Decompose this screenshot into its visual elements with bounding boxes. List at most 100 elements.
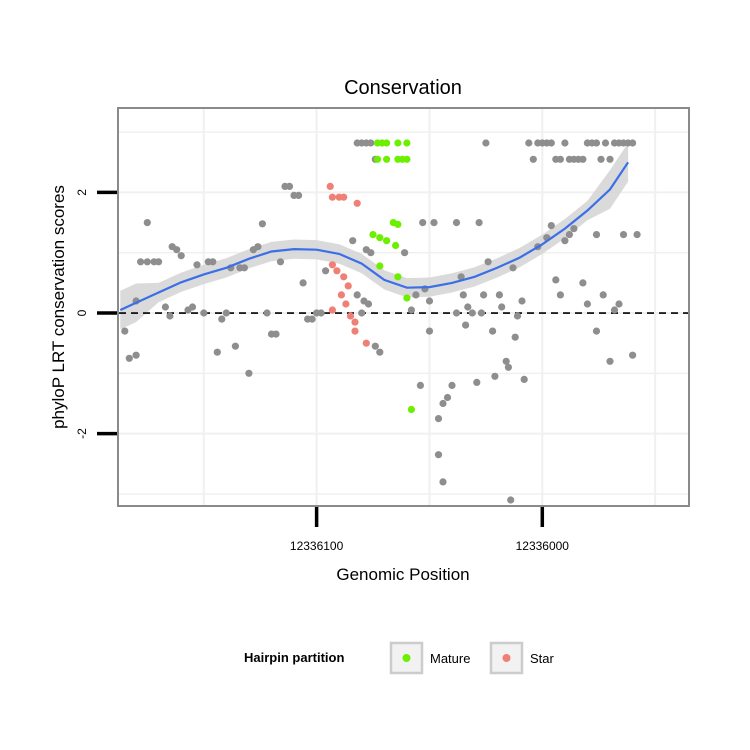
data-point-other xyxy=(263,309,271,317)
data-point-other xyxy=(452,219,461,227)
smooth-line-layer xyxy=(119,161,630,312)
data-point-mature xyxy=(369,231,377,239)
data-point-other xyxy=(371,342,379,350)
data-point-mature xyxy=(376,234,384,242)
data-point-other xyxy=(464,303,472,311)
data-point-star xyxy=(340,193,348,201)
data-point-other xyxy=(434,451,443,459)
data-point-mature xyxy=(383,237,391,245)
data-point-other xyxy=(513,312,522,320)
x-tick-label: 12336000 xyxy=(516,539,570,553)
data-point-other xyxy=(143,258,151,266)
data-point-other xyxy=(443,393,452,402)
data-point-other xyxy=(193,261,201,269)
data-point-mature xyxy=(383,155,391,163)
data-point-other xyxy=(121,327,129,335)
data-point-other xyxy=(155,258,163,266)
data-point-other xyxy=(401,249,409,257)
data-point-other xyxy=(425,297,434,305)
data-point-other xyxy=(518,297,526,305)
data-point-other xyxy=(570,225,578,233)
data-point-other xyxy=(412,291,420,299)
data-point-other xyxy=(367,139,375,147)
data-point-other xyxy=(468,309,476,317)
data-point-star xyxy=(351,318,359,326)
data-point-other xyxy=(430,219,438,227)
data-point-other xyxy=(132,351,140,359)
data-point-other xyxy=(231,342,239,350)
data-point-other xyxy=(482,139,490,147)
legend-item-star: Star xyxy=(489,641,555,675)
plot-panel xyxy=(117,107,690,507)
data-point-other xyxy=(504,363,512,371)
data-point-other xyxy=(509,264,517,272)
data-point-other xyxy=(439,478,447,486)
data-point-star xyxy=(328,261,336,269)
data-point-other xyxy=(475,219,483,227)
data-point-other xyxy=(200,309,208,317)
data-point-other xyxy=(272,330,280,338)
data-point-other xyxy=(498,303,506,311)
data-point-other xyxy=(491,372,499,380)
y-tick-label: -2 xyxy=(75,428,89,439)
data-point-star xyxy=(362,339,370,347)
data-point-star xyxy=(351,327,359,335)
data-point-other xyxy=(137,258,145,266)
data-point-other xyxy=(525,139,533,147)
data-point-other xyxy=(592,231,601,239)
data-point-mature xyxy=(407,405,415,414)
data-point-other xyxy=(459,291,467,299)
data-point-other xyxy=(561,237,569,245)
data-point-other xyxy=(606,357,614,365)
data-point-other xyxy=(218,315,226,323)
data-point-other xyxy=(477,309,485,317)
data-point-other xyxy=(416,381,424,389)
data-point-other xyxy=(448,381,456,389)
data-point-other xyxy=(419,219,427,227)
data-point-other xyxy=(597,155,605,163)
data-point-mature xyxy=(394,273,402,281)
data-point-other xyxy=(161,303,169,311)
data-point-mature xyxy=(394,139,402,147)
data-point-other xyxy=(520,375,528,383)
data-point-other xyxy=(434,415,443,423)
data-point-other xyxy=(299,279,307,287)
legend-label-star: Star xyxy=(530,651,555,666)
data-point-mature xyxy=(376,262,384,270)
data-point-other xyxy=(425,327,434,335)
data-point-other xyxy=(633,231,641,239)
data-point-other xyxy=(561,139,569,147)
legend-key-mature xyxy=(402,654,411,662)
data-point-mature xyxy=(403,139,411,147)
data-point-other xyxy=(308,315,316,323)
data-point-mature xyxy=(383,139,391,147)
data-point-other xyxy=(245,369,253,377)
data-point-other xyxy=(209,258,217,266)
data-point-other xyxy=(258,220,266,228)
legend-title: Hairpin partition xyxy=(244,650,344,665)
data-point-other xyxy=(583,300,592,308)
data-point-other xyxy=(222,309,230,317)
data-point-other xyxy=(529,155,537,163)
y-axis-title: phyloP LRT conservation scores xyxy=(49,185,68,429)
data-point-other xyxy=(177,252,185,260)
data-point-other xyxy=(317,309,325,317)
chart-title: Conservation xyxy=(344,77,462,99)
grid-lines xyxy=(119,109,688,505)
data-point-other xyxy=(601,139,610,147)
x-axis-title: Genomic Position xyxy=(336,565,469,584)
data-point-other xyxy=(556,291,565,299)
data-point-other xyxy=(349,237,357,245)
data-point-star xyxy=(340,273,348,281)
y-tick-label: 2 xyxy=(75,189,89,196)
data-point-other xyxy=(599,291,607,299)
data-point-star xyxy=(342,300,350,308)
data-point-mature xyxy=(392,241,400,250)
data-point-other xyxy=(188,303,197,311)
data-point-other xyxy=(610,306,619,314)
data-point-other xyxy=(457,273,465,281)
data-point-other xyxy=(240,264,248,272)
data-point-other xyxy=(285,182,294,190)
data-point-other xyxy=(125,354,133,362)
data-point-star xyxy=(333,267,341,275)
